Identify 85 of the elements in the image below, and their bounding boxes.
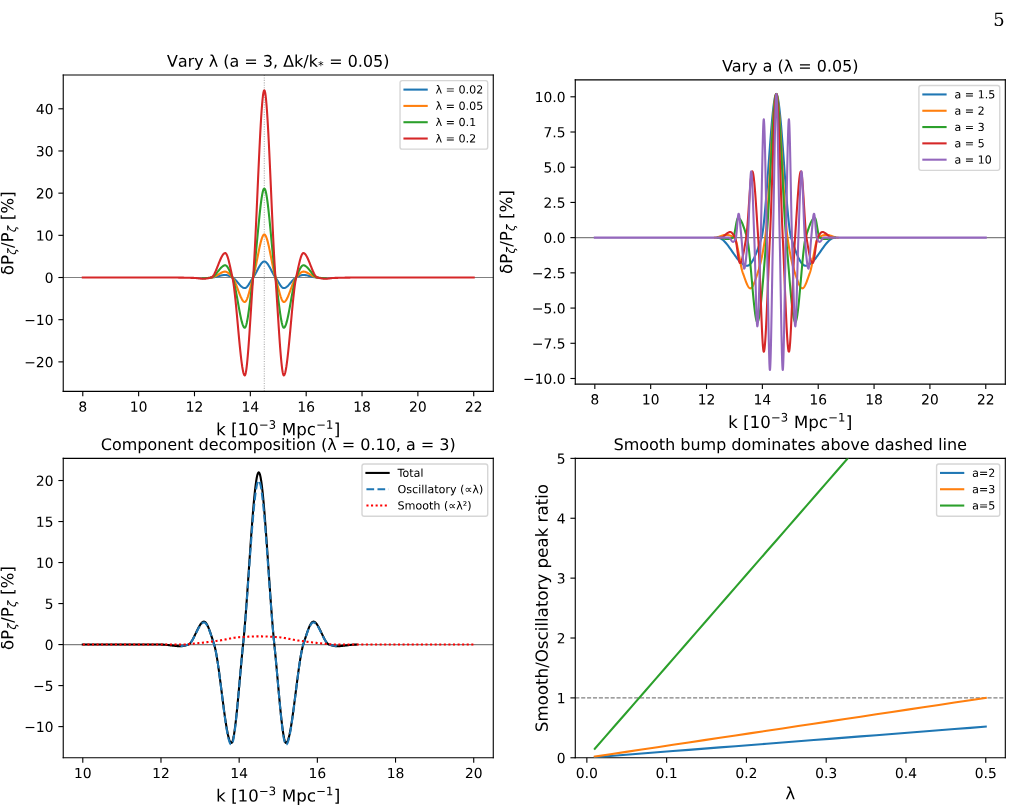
legend-label: Total — [397, 468, 423, 477]
y-tick-label: −2.5 — [533, 267, 565, 279]
y-axis-title: δP$_{ζ}$/P$_{ζ}$ [%] — [0, 192, 19, 275]
y-axis-title: δP$_{ζ}$/P$_{ζ}$ [%] — [499, 191, 518, 274]
x-axis-title: k [10$^{−3}$ Mpc$^{−1}$] — [217, 420, 339, 439]
y-tick-label: 5 — [45, 598, 53, 610]
x-axis-title: k [10$^{−3}$ Mpc$^{−1}$] — [217, 786, 339, 805]
y-tick-label: 0 — [557, 752, 565, 764]
legend-label: a = 1.5 — [955, 90, 995, 99]
legend-label: a=3 — [972, 484, 995, 494]
legend-label: λ = 0.02 — [435, 85, 483, 94]
y-axis-title: Smooth/Oscillatory peak ratio — [535, 484, 552, 732]
x-tick-label: 22 — [465, 401, 482, 412]
x-tick-label: 10 — [131, 401, 147, 412]
x-tick-label: 16 — [298, 401, 315, 412]
x-tick-label: 12 — [153, 767, 169, 779]
y-tick-label: 0.0 — [544, 232, 565, 244]
x-tick-label: 22 — [977, 394, 994, 405]
legend-label: λ = 0.1 — [435, 117, 476, 127]
x-tick-label: 0.4 — [895, 767, 917, 779]
legend-label: a=2 — [972, 468, 995, 477]
y-tick-label: −5 — [34, 680, 53, 692]
x-tick-label: 0.1 — [656, 767, 677, 779]
legend-label: λ = 0.2 — [435, 133, 476, 143]
x-tick-label: 18 — [866, 394, 882, 405]
x-axis-title: λ — [785, 786, 795, 800]
y-tick-label: −20 — [25, 356, 53, 368]
y-tick-label: 30 — [36, 145, 53, 157]
y-tick-label: −5.0 — [533, 303, 565, 314]
y-tick-label: 2 — [557, 632, 565, 644]
x-tick-label: 20 — [465, 767, 482, 779]
x-tick-label: 0.5 — [975, 767, 996, 779]
y-tick-label: 5 — [557, 453, 565, 464]
legend-label: a = 3 — [955, 122, 984, 132]
x-tick-label: 0.3 — [816, 767, 837, 779]
legend-label: λ = 0.05 — [435, 101, 483, 110]
text: 5 — [994, 12, 1004, 27]
x-tick-label: 18 — [354, 401, 370, 412]
x-tick-label: 10 — [643, 394, 659, 405]
legend-label: Smooth (∝λ²) — [398, 500, 471, 511]
x-tick-label: 12 — [699, 394, 714, 405]
x-tick-label: 16 — [810, 394, 827, 405]
legend-label: a = 5 — [955, 139, 984, 148]
x-tick-label: 8 — [591, 394, 599, 405]
legend-label: a=5 — [972, 501, 995, 510]
chart-title: Component decomposition (λ = 0.10, a = 3) — [101, 437, 455, 454]
x-tick-label: 16 — [310, 767, 326, 779]
y-axis-title: δP$_{ζ}$/P$_{ζ}$ [%] — [0, 567, 19, 650]
x-tick-label: 20 — [410, 401, 426, 412]
x-tick-label: 8 — [79, 401, 87, 412]
y-tick-label: 15 — [37, 516, 53, 528]
x-tick-label: 0.0 — [576, 767, 597, 779]
y-tick-label: 7.5 — [544, 127, 565, 138]
legend-label: a = 10 — [955, 155, 992, 164]
y-tick-label: −10 — [25, 721, 53, 733]
chart-title: Vary λ (a = 3, Δk/k$_{*}$ = 0.05) — [167, 54, 389, 71]
legend-label: a = 2 — [955, 106, 984, 115]
legend-label: Oscillatory (∝λ) — [398, 484, 483, 496]
y-tick-label: 3 — [557, 573, 565, 584]
x-tick-label: 14 — [243, 401, 259, 412]
y-tick-label: −7.5 — [533, 338, 565, 349]
x-tick-label: 10 — [75, 767, 91, 779]
y-tick-label: 20 — [36, 475, 53, 486]
y-tick-label: 10 — [37, 230, 53, 241]
x-tick-label: 14 — [755, 394, 771, 405]
x-axis-title: k [10$^{−3}$ Mpc$^{−1}$] — [729, 412, 851, 432]
y-tick-label: 4 — [557, 513, 565, 524]
x-tick-label: 0.2 — [736, 767, 757, 779]
y-tick-label: 20 — [36, 188, 53, 199]
x-tick-label: 12 — [187, 401, 202, 412]
y-tick-label: −10.0 — [524, 373, 565, 384]
x-tick-label: 20 — [922, 394, 938, 405]
y-tick-label: 10 — [37, 557, 53, 569]
y-tick-label: 0 — [45, 272, 53, 283]
y-tick-label: 5.0 — [544, 162, 565, 173]
y-tick-label: 10.0 — [536, 91, 565, 103]
chart-title: Vary a (λ = 0.05) — [722, 59, 858, 75]
y-tick-label: 2.5 — [544, 197, 565, 208]
x-tick-label: 18 — [388, 767, 404, 779]
y-tick-label: 0 — [45, 639, 53, 651]
y-tick-label: 1 — [558, 693, 565, 704]
chart-title: Smooth bump dominates above dashed line — [614, 437, 967, 454]
x-tick-label: 14 — [231, 767, 248, 779]
y-tick-label: −10 — [25, 314, 53, 326]
y-tick-label: 40 — [36, 103, 53, 115]
